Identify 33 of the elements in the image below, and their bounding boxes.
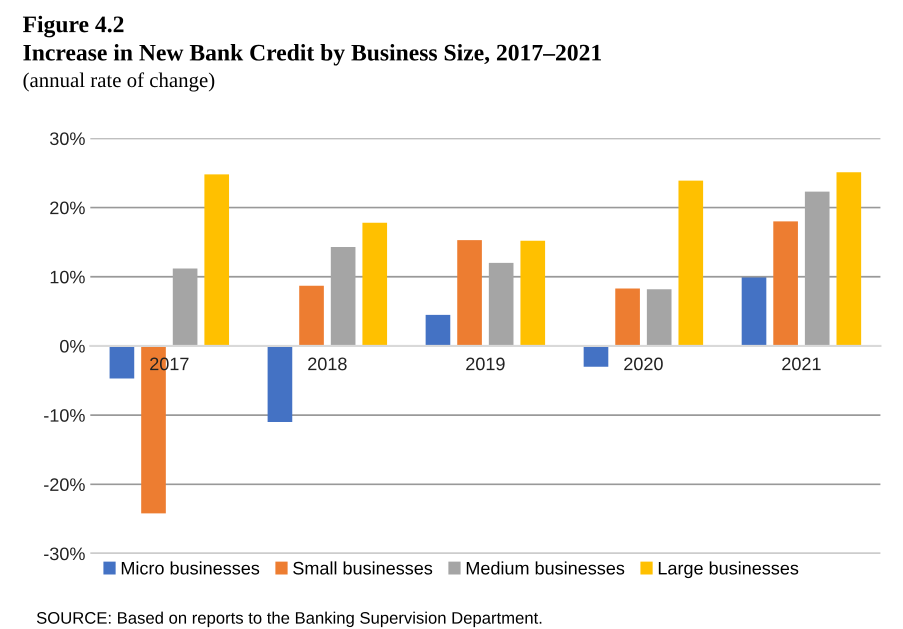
bar (362, 222, 388, 346)
x-tick-label: 2020 (624, 358, 663, 370)
bar (110, 346, 134, 378)
y-tick-label: -30% (44, 547, 85, 560)
legend-label: Small businesses (293, 561, 432, 575)
bar (268, 346, 292, 422)
bar (204, 174, 230, 346)
bar (520, 240, 546, 346)
y-tick-label: 10% (50, 270, 85, 284)
bar (773, 221, 798, 346)
chart-subtitle: (annual rate of change) (23, 72, 214, 92)
bar (426, 314, 450, 346)
bar (836, 172, 862, 346)
bar (584, 346, 608, 367)
legend-label: Micro businesses (122, 561, 260, 575)
bar (678, 180, 704, 346)
legend-label: Medium businesses (466, 561, 624, 575)
legend-label: Large businesses (658, 561, 798, 578)
y-tick-label: -10% (44, 409, 85, 422)
bar (742, 277, 766, 346)
x-tick-label: 2018 (308, 358, 347, 370)
bar (299, 286, 324, 346)
y-tick-label: 20% (50, 202, 85, 214)
source-note: SOURCE: Based on reports to the Banking Supervision Department. (36, 612, 542, 628)
y-tick-label: -20% (44, 478, 85, 492)
bar (615, 288, 640, 346)
chart-title: Figure 4.2 Increase in New Bank Credit by Business Size, 2017–2021 (22, 16, 601, 66)
bar (457, 240, 482, 346)
y-tick-label: 30% (50, 132, 85, 146)
y-tick-label: 0% (60, 340, 85, 353)
bar (646, 289, 672, 346)
x-tick-label: 2021 (782, 358, 821, 370)
x-tick-label: 2019 (466, 358, 505, 370)
